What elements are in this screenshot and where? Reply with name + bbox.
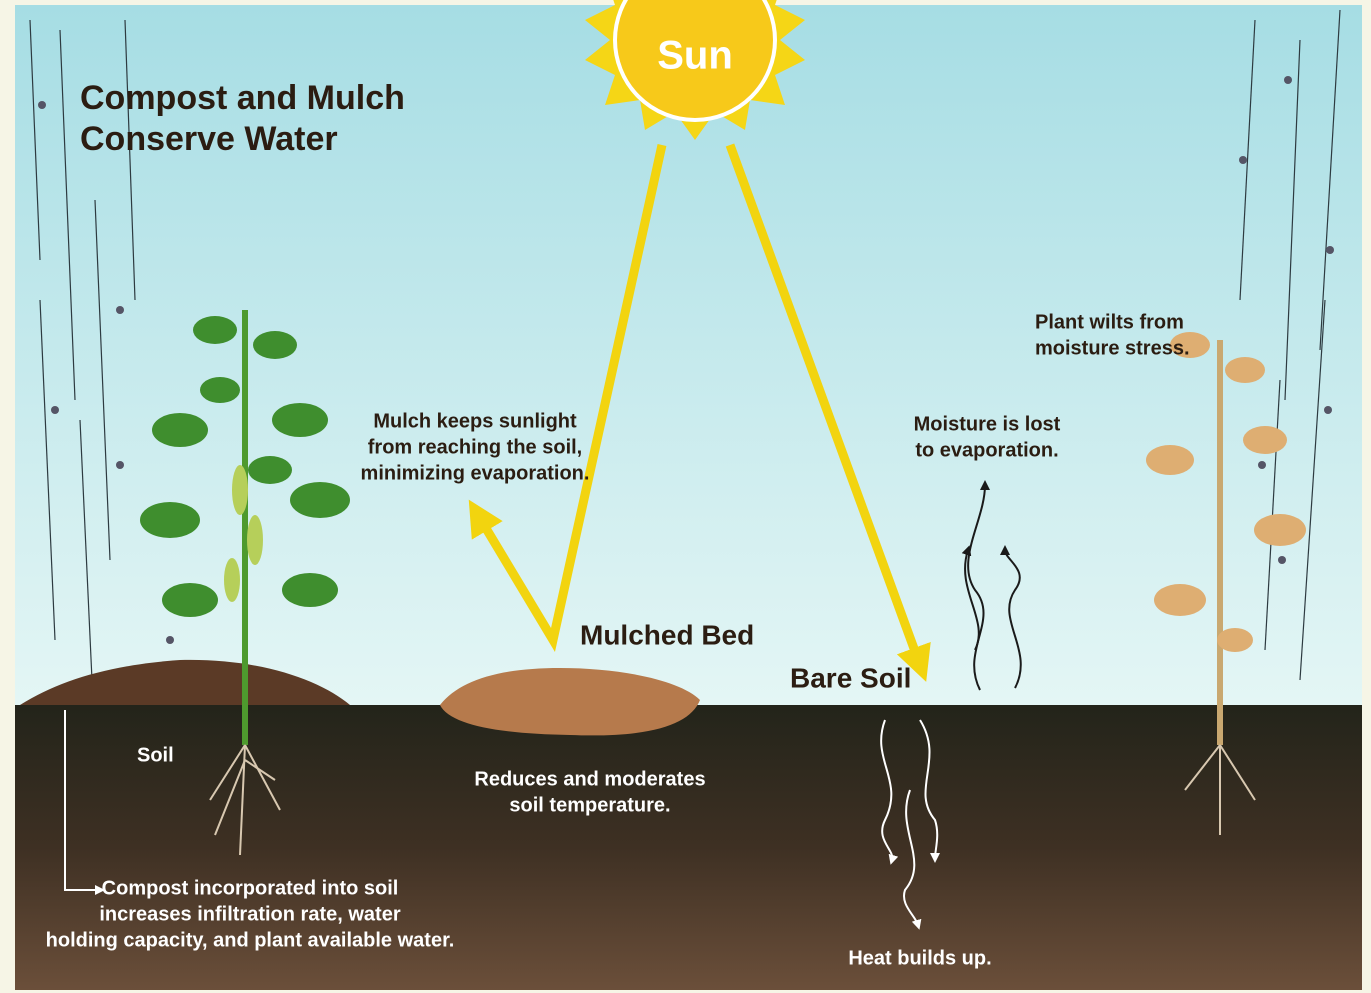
bare-soil-label: Bare Soil [790,662,911,693]
mulched-bed-label: Mulched Bed [580,619,754,650]
title: Conserve Water [80,120,338,158]
moisture-note: Moisture is lost [914,413,1061,435]
wilt-note: Plant wilts from [1035,311,1184,333]
moisture-note: to evaporation. [915,439,1058,461]
diagram: Compost and Mulch Conserve Water Sun Mul… [0,0,1371,993]
heat-note: Heat builds up. [848,947,991,969]
sun-label: Sun [657,34,733,78]
compost-note: holding capacity, and plant available wa… [46,929,455,951]
mulch-note: minimizing evaporation. [361,462,590,484]
temperature-note: Reduces and moderates [474,768,705,790]
mulch-note: Mulch keeps sunlight [373,410,577,432]
wilt-note: moisture stress. [1035,337,1190,359]
title: Compost and Mulch [80,79,405,117]
mulch-note: from reaching the soil, [368,436,582,458]
temperature-note: soil temperature. [509,794,670,816]
compost-note: increases infiltration rate, water [99,903,400,925]
compost-note: Compost incorporated into soil [102,877,399,899]
soil-label: Soil [137,744,174,766]
